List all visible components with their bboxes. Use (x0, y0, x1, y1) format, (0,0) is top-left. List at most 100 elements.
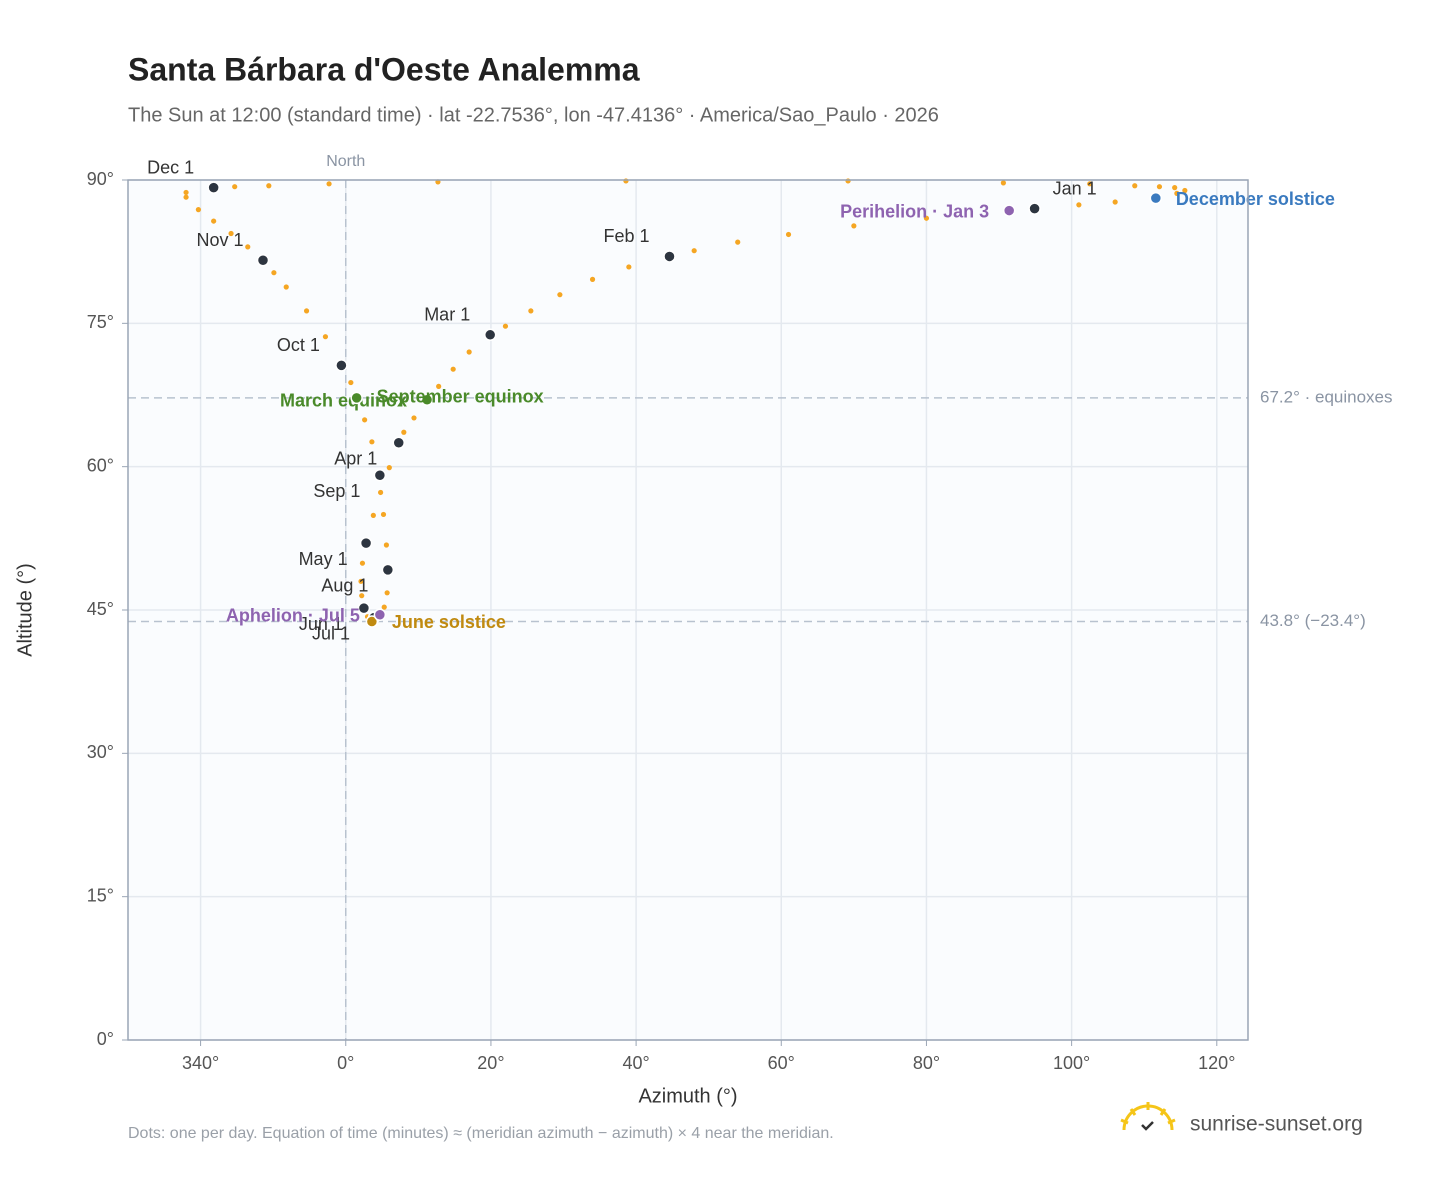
daily-dot (232, 184, 238, 190)
daily-dot (589, 276, 596, 282)
daily-dot (623, 178, 629, 184)
marker-label: Jul 1 (312, 623, 350, 643)
marker (373, 608, 387, 622)
daily-dot (528, 308, 534, 314)
daily-dot (369, 439, 375, 445)
marker (207, 181, 220, 194)
marker (1149, 191, 1163, 205)
marker (350, 391, 363, 405)
marker (1028, 202, 1041, 215)
marker (392, 436, 405, 450)
x-tick-label: 0° (337, 1053, 354, 1073)
marker-label: Oct 1 (277, 335, 320, 355)
daily-dot (359, 593, 365, 599)
marker-label: Perihelion · Jan 3 (840, 201, 989, 221)
brand: sunrise-sunset.org (1190, 1113, 1363, 1136)
daily-dot (211, 218, 217, 224)
daily-dot (502, 323, 509, 329)
x-axis-label: Azimuth (°) (638, 1085, 737, 1107)
y-tick-label: 15° (87, 885, 114, 905)
marker (663, 250, 676, 263)
marker-label: Nov 1 (196, 230, 243, 250)
marker-label: Jan 1 (1053, 178, 1097, 198)
marker-label: Aug 1 (321, 576, 368, 596)
daily-dot (348, 379, 354, 386)
daily-dot (1172, 185, 1178, 191)
marker-label: Apr 1 (334, 449, 377, 469)
x-tick-label: 340° (182, 1053, 219, 1073)
marker (365, 615, 379, 628)
daily-dot (557, 292, 563, 298)
daily-dot (384, 590, 390, 596)
marker-label: March equinox (280, 391, 407, 411)
daily-dot (380, 511, 387, 518)
daily-dot (326, 181, 332, 187)
marker (357, 601, 371, 615)
footnote: Dots: one per day. Equation of time (min… (128, 1125, 834, 1142)
x-tick-label: 80° (913, 1053, 940, 1073)
daily-dot (1076, 202, 1082, 208)
daily-dot (1156, 184, 1163, 190)
y-tick-label: 0° (97, 1029, 114, 1049)
y-tick-label: 45° (87, 599, 114, 619)
x-tick-label: 100° (1053, 1053, 1090, 1073)
marker (256, 254, 270, 267)
daily-dot (228, 230, 234, 237)
marker (420, 393, 434, 407)
daily-dot (436, 383, 442, 389)
x-tick-label: 120° (1198, 1053, 1235, 1073)
marker-label: Feb 1 (603, 226, 649, 246)
y-tick-label: 30° (87, 742, 114, 762)
daily-dot (245, 244, 251, 250)
daily-dot (735, 239, 741, 245)
daily-dot (923, 215, 930, 221)
daily-dot (1087, 181, 1093, 187)
marker-label: December solstice (1176, 189, 1335, 209)
reference-label: 67.2° · equinoxes (1260, 387, 1393, 406)
brand-logo (1120, 1102, 1176, 1131)
daily-dot (1132, 183, 1138, 189)
daily-dot (370, 512, 376, 519)
marker (373, 469, 387, 482)
north-label: North (326, 153, 365, 170)
daily-dot (377, 489, 384, 496)
daily-dot (362, 417, 368, 423)
daily-dot (1182, 187, 1188, 194)
marker-label: June solstice (392, 612, 506, 632)
daily-dot (626, 264, 632, 270)
marker-label: Dec 1 (147, 157, 194, 177)
daily-dot (1174, 190, 1180, 196)
daily-dot (851, 223, 857, 229)
daily-dot (271, 270, 277, 276)
daily-dot (401, 429, 407, 435)
marker (1002, 204, 1016, 217)
daily-dot (450, 366, 456, 372)
daily-dot (359, 560, 366, 566)
chart-title: Santa Bárbara d'Oeste Analemma (128, 51, 640, 87)
daily-dot (381, 604, 387, 610)
x-tick-label: 40° (622, 1053, 649, 1073)
marker-label: Jun 1 (299, 614, 343, 634)
daily-dot (383, 542, 390, 548)
x-tick-label: 20° (477, 1053, 504, 1073)
marker (381, 563, 395, 577)
y-tick-label: 90° (87, 169, 114, 189)
daily-dot (785, 231, 792, 238)
x-tick-label: 60° (768, 1053, 795, 1073)
daily-dot (195, 207, 202, 213)
daily-dot (322, 334, 329, 340)
daily-dot (303, 308, 310, 314)
marker-label: Sep 1 (313, 481, 360, 501)
y-tick-label: 75° (87, 312, 114, 332)
reference-label: 43.8° (−23.4°) (1260, 611, 1366, 630)
daily-dot (183, 194, 189, 200)
marker (335, 359, 348, 372)
marker-label: Aphelion · Jul 5 (226, 606, 360, 626)
marker (483, 328, 497, 342)
marker-label: Mar 1 (424, 305, 470, 325)
daily-dot (386, 465, 392, 471)
daily-dot (845, 178, 851, 184)
daily-dot (266, 183, 272, 189)
marker (359, 536, 373, 550)
